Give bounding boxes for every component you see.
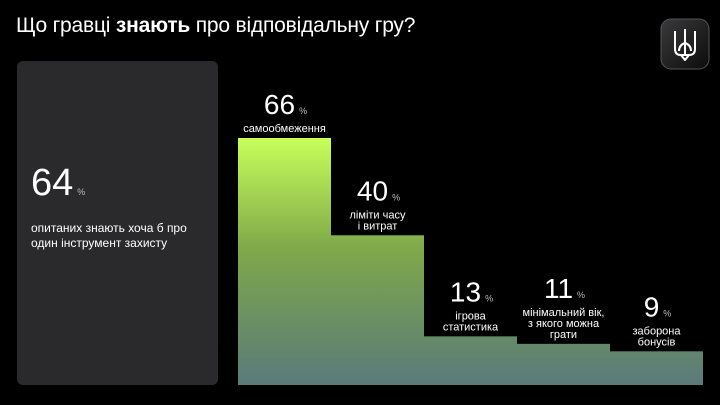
bar-4 <box>610 351 703 385</box>
bar-1 <box>331 235 424 385</box>
value-label-3: 11 <box>544 273 573 304</box>
category-label-0: самообмеження <box>243 123 326 135</box>
category-label-1: ліміти часу і витрат <box>350 209 406 232</box>
title-emphasis: знають <box>115 14 191 37</box>
category-label-2: ігрова статистика <box>443 310 499 333</box>
value-unit-4: % <box>663 308 671 318</box>
page-title: Що гравці знають про відповідальну гру? <box>16 14 415 38</box>
value-label-2: 13 <box>450 276 481 307</box>
title-part-2: про відповідальну гру? <box>190 14 416 37</box>
bar-2 <box>424 336 517 385</box>
trident-icon <box>660 18 710 70</box>
summary-description: опитаних знають хоча б про один інструме… <box>31 221 187 250</box>
summary-unit: % <box>77 187 86 197</box>
value-label-4: 9 <box>644 291 660 322</box>
bar-3 <box>517 343 610 385</box>
category-label-4: заборона бонусів <box>632 325 681 348</box>
title-part-1: Що гравці <box>16 14 116 37</box>
value-unit-2: % <box>485 293 493 303</box>
value-unit-1: % <box>392 192 400 202</box>
bar-0 <box>238 138 331 385</box>
summary-value: 64% <box>31 164 85 202</box>
summary-number: 64 <box>31 162 74 204</box>
summary-card: 64% опитаних знають хоча б про один інст… <box>17 61 218 385</box>
value-unit-3: % <box>577 290 585 300</box>
value-label-1: 40 <box>357 175 388 206</box>
value-label-0: 66 <box>264 89 295 120</box>
value-unit-0: % <box>299 106 307 116</box>
category-label-3: мінімальний вік, з якого можна грати <box>523 307 605 341</box>
